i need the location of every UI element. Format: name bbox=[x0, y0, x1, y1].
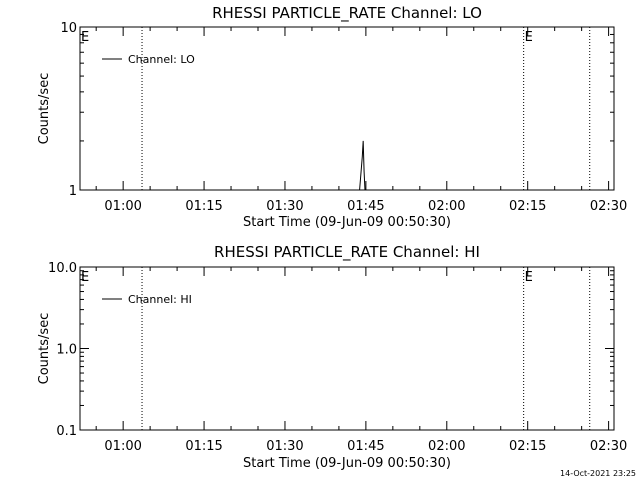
plot-frame bbox=[79, 26, 615, 191]
y-tick-label: 1 bbox=[69, 184, 77, 199]
y-tick-label: 0.1 bbox=[56, 424, 77, 439]
legend-label: Channel: HI bbox=[128, 293, 192, 306]
chart-panel-hi: RHESSI PARTICLE_RATE Channel: HI 0.1 1.0 10… bbox=[37, 243, 627, 471]
x-tick-label: 02:00 bbox=[428, 199, 465, 214]
y-axis-label: Counts/sec bbox=[37, 313, 52, 385]
x-tick-label: 01:00 bbox=[104, 439, 141, 454]
y-tick-label: 10.0 bbox=[48, 261, 77, 276]
event-marker-label: E bbox=[81, 270, 89, 285]
x-tick-label: 01:15 bbox=[185, 439, 222, 454]
timestamp-label: 14-Oct-2021 23:25 bbox=[560, 469, 636, 478]
x-tick-label: 02:00 bbox=[428, 439, 465, 454]
x-tick-label: 02:15 bbox=[509, 439, 546, 454]
y-tick-label: 10 bbox=[60, 21, 77, 36]
x-tick-label: 01:30 bbox=[266, 439, 303, 454]
x-axis-label: Start Time (09-Jun-09 00:50:30) bbox=[243, 456, 451, 471]
x-tick-label: 01:45 bbox=[347, 439, 384, 454]
event-marker-label: E bbox=[525, 30, 533, 45]
chart-panel-lo: RHESSI PARTICLE_RATE Channel: LO 1 10 01:00… bbox=[37, 4, 627, 230]
x-tick-label: 02:30 bbox=[590, 199, 627, 214]
event-marker-label: E bbox=[525, 270, 533, 285]
x-tick-label: 01:45 bbox=[347, 199, 384, 214]
x-tick-label: 02:15 bbox=[509, 199, 546, 214]
chart-title: RHESSI PARTICLE_RATE Channel: HI bbox=[214, 243, 480, 262]
x-tick-label: 01:00 bbox=[104, 199, 141, 214]
event-marker-label: E bbox=[81, 30, 89, 45]
y-tick-label: 1.0 bbox=[56, 343, 77, 358]
x-tick-label: 01:15 bbox=[185, 199, 222, 214]
legend-label: Channel: LO bbox=[128, 53, 195, 66]
y-axis-label: Counts/sec bbox=[37, 73, 52, 145]
x-tick-label: 01:30 bbox=[266, 199, 303, 214]
series-line bbox=[359, 140, 366, 191]
x-tick-label: 02:30 bbox=[590, 439, 627, 454]
plot-frame bbox=[79, 266, 615, 431]
chart-title: RHESSI PARTICLE_RATE Channel: LO bbox=[212, 4, 482, 23]
x-axis-label: Start Time (09-Jun-09 00:50:30) bbox=[243, 215, 451, 230]
